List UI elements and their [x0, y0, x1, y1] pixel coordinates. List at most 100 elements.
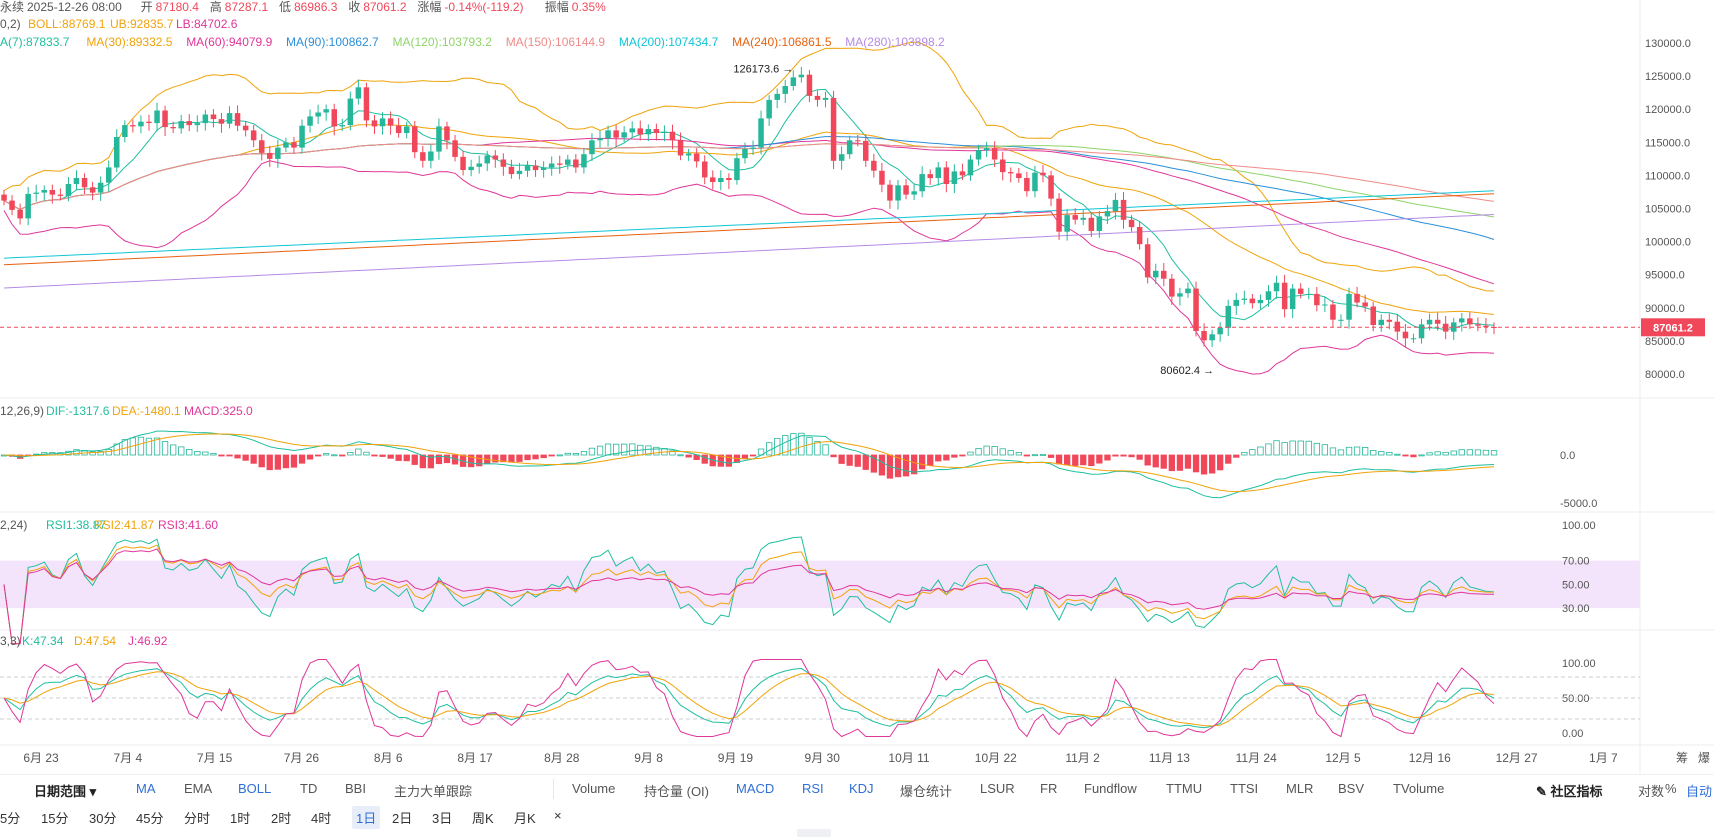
macd-histogram-bar [524, 454, 531, 461]
main-indicator-3[interactable]: TD [300, 781, 318, 796]
close-period-bar-button[interactable]: × [554, 808, 562, 823]
panel-resize-handle[interactable] [797, 829, 831, 837]
macd-histogram-bar [1370, 450, 1377, 456]
candle-body [106, 167, 112, 183]
ma150-line [3, 143, 1495, 211]
macd-histogram-bar [540, 454, 547, 459]
candle-body [524, 165, 531, 171]
main-indicator-4[interactable]: BBI [345, 781, 366, 796]
sub-indicator-9[interactable]: TTMU [1166, 781, 1203, 796]
macd-histogram-bar [282, 454, 290, 469]
macd-histogram-bar [1233, 454, 1240, 458]
candle-body [750, 147, 756, 149]
macd-histogram-bar [1466, 449, 1473, 456]
sub-indicator-2[interactable]: MACD [736, 781, 775, 796]
info-line-item: 87061.2 [363, 0, 407, 14]
period-2[interactable]: 30分 [89, 811, 117, 826]
date-tick-label: 8月 6 [374, 751, 403, 765]
candle-body [1217, 327, 1223, 335]
community-indicators-button[interactable]: ✎ 社区指标 [1536, 784, 1603, 799]
sub-indicator-1[interactable]: 持仓量 (OI) [644, 784, 709, 799]
macd-histogram-bar [226, 454, 233, 457]
current-price-badge [1641, 318, 1705, 337]
sub-indicator-13[interactable]: TVolume [1393, 781, 1445, 796]
sub-indicator-0[interactable]: Volume [572, 781, 616, 796]
price-tick-label: 90000.0 [1645, 303, 1685, 315]
macd-histogram-bar [347, 451, 354, 456]
candle-body [597, 138, 603, 141]
macd-histogram-bar [1313, 442, 1320, 456]
main-indicator-5[interactable]: 主力大单跟踪 [394, 784, 473, 799]
period-8[interactable]: 1日 [352, 806, 381, 829]
indicator-toolbar: 日期范围 ▾ MA EMA BOLL TD BBI 主力大单跟踪 Volume 持仓量 (OI)… [0, 774, 1714, 803]
sub-indicator-4[interactable]: KDJ [849, 781, 874, 796]
macd-histogram-bar [749, 454, 757, 457]
period-4[interactable]: 分时 [184, 811, 211, 826]
macd-histogram-bar [830, 454, 837, 458]
macd-histogram-bar [1120, 454, 1127, 457]
sub-indicator-6[interactable]: LSUR [980, 781, 1015, 796]
rsi1-value: RSI1:38.87 [46, 518, 106, 532]
candle-body [1072, 215, 1078, 220]
macd-histogram-bar [1305, 440, 1312, 456]
period-3[interactable]: 45分 [136, 811, 164, 826]
price-tick-label: 125000.0 [1645, 71, 1691, 83]
macd-histogram-bar [274, 454, 282, 470]
period-7[interactable]: 4时 [311, 811, 332, 826]
candle-body [1273, 282, 1280, 292]
period-0[interactable]: 5分 [0, 811, 21, 826]
candle-body [1209, 334, 1215, 341]
ma240-line [3, 193, 1495, 266]
period-6[interactable]: 2时 [271, 811, 292, 826]
macd-histogram-bar [379, 454, 386, 457]
macd-histogram-bar [1265, 443, 1272, 456]
candle-body [452, 140, 458, 157]
macd-histogram-bar [1176, 454, 1184, 471]
candle-body [404, 126, 410, 133]
main-indicator-2[interactable]: BOLL [238, 781, 272, 796]
kline-chart[interactable]: 130000.0 125000.0 120000.0 115000.0 110000.0… [0, 0, 1714, 774]
candle-body [138, 121, 144, 127]
macd-histogram-bar [306, 454, 314, 460]
period-12[interactable]: 月K [514, 811, 536, 826]
macd-histogram-bar [1096, 454, 1103, 464]
period-1[interactable]: 15分 [41, 811, 69, 826]
sub-indicator-7[interactable]: FR [1040, 781, 1058, 796]
macd-histogram-bar [975, 448, 982, 456]
auto-scale-toggle[interactable]: 自动 [1686, 784, 1713, 799]
main-indicator-0[interactable]: MA [136, 781, 156, 796]
macd-histogram-bar [314, 454, 322, 457]
current-price-label: 87061.2 [1653, 322, 1693, 334]
macd-histogram-bar [137, 436, 145, 456]
info-line-item: 永续 [0, 0, 24, 14]
kdj-tick-label: 0.00 [1562, 728, 1583, 740]
rsi2-value: RSI2:41.87 [94, 518, 154, 532]
period-11[interactable]: 周K [472, 811, 494, 826]
candle-body [315, 112, 321, 117]
candle-body [395, 125, 402, 133]
boll-value: BOLL:88769.1 [28, 17, 106, 31]
period-10[interactable]: 3日 [432, 811, 453, 826]
candle-body [89, 187, 96, 193]
period-9[interactable]: 2日 [392, 811, 413, 826]
candle-body [41, 190, 47, 193]
macd-histogram-bar [250, 454, 257, 464]
sub-indicator-10[interactable]: TTSI [1230, 781, 1259, 796]
sub-indicator-5[interactable]: 爆仓统计 [900, 784, 953, 799]
sub-indicator-12[interactable]: BSV [1338, 781, 1365, 796]
ma7-line [3, 88, 1495, 331]
sub-indicator-3[interactable]: RSI [802, 781, 824, 796]
macd-histogram-bar [443, 454, 451, 464]
candle-body [798, 74, 805, 78]
log-scale-toggle[interactable]: 对数 [1638, 784, 1665, 799]
date-tick-label: 7月 26 [284, 751, 320, 765]
period-5[interactable]: 1时 [230, 811, 251, 826]
candle-body [734, 158, 740, 181]
sub-indicator-8[interactable]: Fundflow [1084, 781, 1137, 796]
main-indicator-1[interactable]: EMA [184, 781, 213, 796]
sub-indicator-11[interactable]: MLR [1286, 781, 1314, 796]
percent-scale-toggle[interactable]: % [1665, 781, 1677, 796]
price-tick-label: 100000.0 [1645, 237, 1691, 249]
date-range-dropdown[interactable]: 日期范围 ▾ [34, 784, 97, 799]
ma-legend-item: MA(280):103898.2 [845, 35, 945, 49]
